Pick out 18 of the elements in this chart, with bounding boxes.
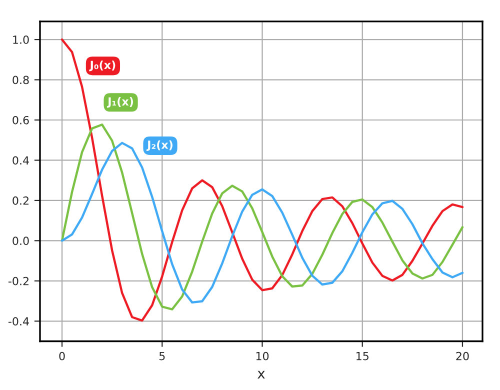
x-tick-label: 20: [456, 352, 469, 360]
y-tick-label: 0.4: [12, 156, 29, 165]
x-tick-label: 10: [256, 352, 269, 360]
x-tick-label: 0: [59, 352, 65, 360]
series-label: J₀(x): [89, 60, 116, 72]
y-tick-label: -0.4: [8, 317, 29, 326]
x-tick-label: 15: [356, 352, 368, 360]
line-series: [60, 38, 464, 322]
x-axis-title: x: [258, 370, 265, 379]
y-tick-label: 0.0: [12, 236, 29, 246]
y-tick-label: -0.2: [8, 276, 28, 286]
y-tick-label: 0.8: [12, 76, 29, 84]
y-tick-label: 0.6: [12, 116, 29, 124]
series-label: J₂(x): [146, 140, 172, 151]
series-label: J₁(x): [107, 97, 133, 108]
x-tick-label: 5: [159, 352, 165, 360]
y-tick-label: 1.0: [13, 36, 29, 44]
y-tick-label: 0.2: [12, 196, 28, 205]
